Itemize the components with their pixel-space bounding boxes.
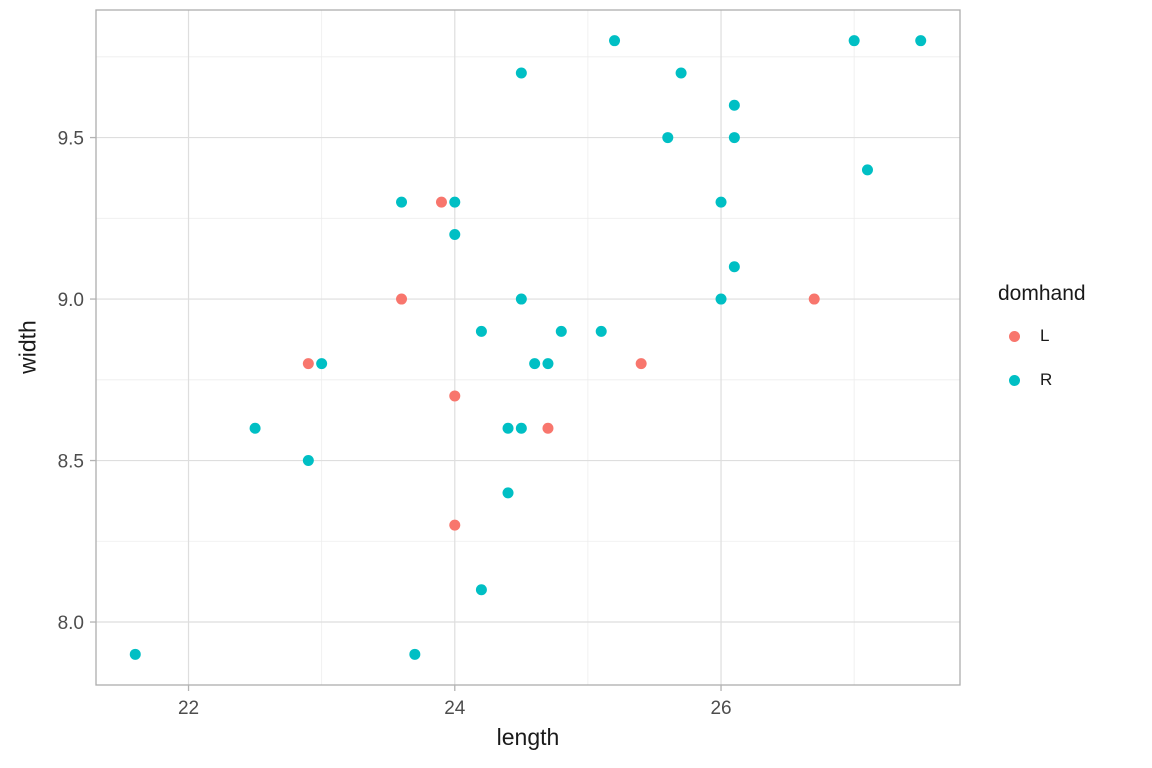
data-point-R xyxy=(675,67,687,79)
legend-item-R: R xyxy=(998,364,1086,396)
data-point-R xyxy=(595,325,607,337)
data-point-R xyxy=(542,358,554,370)
data-point-L xyxy=(302,358,314,370)
x-tick-label: 26 xyxy=(710,698,731,719)
data-point-L xyxy=(449,519,461,531)
data-point-R xyxy=(449,196,461,208)
data-point-R xyxy=(728,261,740,273)
data-point-L xyxy=(808,293,820,305)
x-tick-label: 24 xyxy=(444,698,466,719)
data-point-R xyxy=(316,358,328,370)
x-tick-label: 22 xyxy=(178,698,199,719)
panel-border xyxy=(95,9,961,686)
data-point-R xyxy=(129,648,141,660)
data-point-R xyxy=(449,228,461,240)
data-point-R xyxy=(728,132,740,144)
data-point-R xyxy=(715,293,727,305)
x-axis-title: length xyxy=(496,724,560,750)
data-point-L xyxy=(435,196,447,208)
data-point-R xyxy=(915,35,927,47)
y-tick-label: 8.5 xyxy=(58,452,84,473)
data-point-R xyxy=(409,648,421,660)
data-point-R xyxy=(515,293,527,305)
data-point-L xyxy=(449,390,461,402)
data-point-R xyxy=(529,358,541,370)
data-point-R xyxy=(555,325,567,337)
legend-key-R xyxy=(998,364,1030,396)
data-point-R xyxy=(861,164,873,176)
legend-dot-icon xyxy=(1008,330,1020,342)
data-point-R xyxy=(515,422,527,434)
data-point-R xyxy=(396,196,408,208)
data-point-R xyxy=(515,67,527,79)
data-point-R xyxy=(249,422,261,434)
data-point-R xyxy=(475,584,487,596)
data-point-R xyxy=(475,325,487,337)
data-point-R xyxy=(715,196,727,208)
data-point-R xyxy=(848,35,860,47)
legend-title: domhand xyxy=(998,282,1086,305)
data-point-R xyxy=(609,35,621,47)
y-tick-label: 9.0 xyxy=(58,290,84,311)
data-point-R xyxy=(662,132,674,144)
data-point-R xyxy=(302,455,314,467)
legend-dot-icon xyxy=(1008,374,1020,386)
panel-background xyxy=(96,10,960,685)
data-point-R xyxy=(502,422,514,434)
data-point-L xyxy=(396,293,408,305)
legend-label: R xyxy=(1040,370,1053,389)
data-point-R xyxy=(502,487,514,499)
y-tick-label: 9.5 xyxy=(58,129,84,150)
legend-item-L: L xyxy=(998,320,1086,352)
data-point-R xyxy=(728,99,740,111)
legend-key-L xyxy=(998,320,1030,352)
legend-label: L xyxy=(1040,326,1050,345)
data-point-L xyxy=(542,422,554,434)
y-axis-title: width xyxy=(14,320,41,374)
y-tick-label: 8.0 xyxy=(58,613,84,634)
data-point-L xyxy=(635,358,647,370)
